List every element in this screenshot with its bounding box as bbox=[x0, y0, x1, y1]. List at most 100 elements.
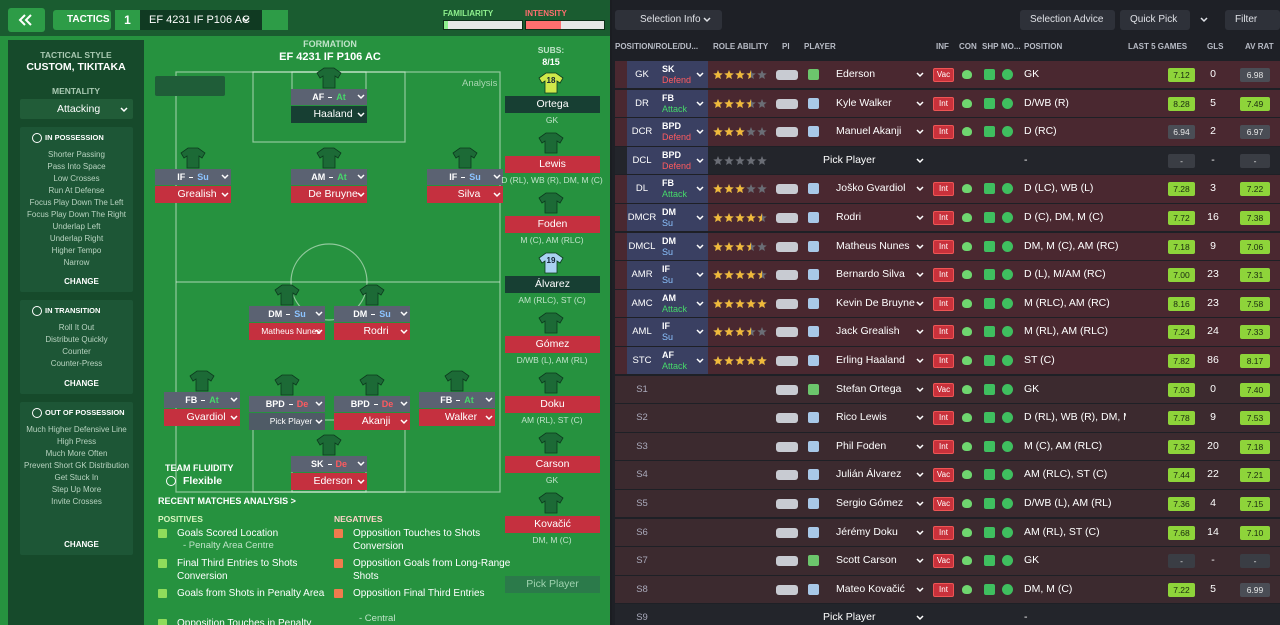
column-header[interactable]: PLAYER bbox=[804, 42, 836, 51]
player[interactable]: Bernardo Silva bbox=[836, 268, 905, 281]
inf-tag[interactable]: Vac bbox=[933, 468, 954, 483]
role[interactable]: FB bbox=[662, 178, 674, 189]
change-button[interactable]: CHANGE bbox=[64, 379, 99, 388]
role[interactable]: AM bbox=[662, 292, 676, 303]
inf-tag[interactable]: Int bbox=[933, 239, 954, 254]
player[interactable]: Stefan Ortega bbox=[836, 382, 902, 395]
sub-name[interactable]: Ortega bbox=[505, 96, 600, 113]
column-header[interactable]: INF bbox=[936, 42, 949, 51]
back-button[interactable] bbox=[8, 8, 45, 32]
column-header[interactable]: CON bbox=[959, 42, 977, 51]
sub-name[interactable]: Carson bbox=[505, 456, 600, 473]
inf-tag[interactable]: Vac bbox=[933, 382, 954, 397]
inf-tag[interactable]: Int bbox=[933, 354, 954, 368]
player-name[interactable]: Walker bbox=[419, 409, 495, 426]
player[interactable]: Erling Haaland bbox=[836, 354, 905, 366]
role[interactable]: IF bbox=[662, 321, 670, 332]
inf-tag[interactable]: Int bbox=[933, 268, 954, 283]
mo-icon bbox=[1002, 526, 1013, 538]
player[interactable]: Scott Carson bbox=[836, 554, 897, 567]
player[interactable]: Sergio Gómez bbox=[836, 497, 904, 509]
role[interactable]: FB bbox=[662, 92, 674, 103]
role[interactable]: AF bbox=[662, 350, 674, 360]
player-name[interactable]: Matheus Nunes bbox=[249, 323, 325, 340]
player-name[interactable]: Rodri bbox=[334, 323, 410, 340]
inf-tag[interactable]: Int bbox=[933, 582, 954, 597]
button[interactable]: Quick Pick bbox=[1120, 10, 1190, 30]
change-button[interactable]: CHANGE bbox=[64, 540, 99, 549]
mo-icon bbox=[1002, 469, 1013, 481]
role[interactable]: BPD bbox=[662, 149, 682, 160]
inf-tag[interactable]: Int bbox=[933, 325, 954, 340]
inf-tag[interactable]: Int bbox=[933, 411, 954, 426]
player[interactable]: Joško Gvardiol bbox=[836, 182, 906, 195]
player[interactable]: Pick Player bbox=[823, 153, 876, 166]
button[interactable]: Selection Info bbox=[615, 10, 722, 30]
sub-name[interactable]: Kovačić bbox=[505, 516, 600, 533]
player[interactable]: Mateo Kovačić bbox=[836, 582, 905, 595]
button[interactable]: Filter bbox=[1225, 10, 1280, 30]
analysis-title[interactable]: RECENT MATCHES ANALYSIS > bbox=[158, 496, 296, 506]
column-header[interactable]: POSITION bbox=[1024, 42, 1063, 51]
player[interactable]: Manuel Akanji bbox=[836, 125, 902, 138]
role[interactable]: IF bbox=[662, 264, 670, 275]
player[interactable]: Pick Player bbox=[823, 611, 876, 624]
player[interactable]: Rico Lewis bbox=[836, 411, 887, 424]
player-name[interactable]: Haaland bbox=[291, 106, 367, 123]
column-header[interactable]: LAST 5 GAMES bbox=[1128, 42, 1188, 51]
player-name[interactable]: Grealish bbox=[155, 186, 231, 203]
button[interactable]: Selection Advice bbox=[1020, 10, 1115, 30]
tactic-number[interactable]: 1 bbox=[115, 10, 140, 30]
inf-tag[interactable]: Int bbox=[933, 96, 954, 111]
player[interactable]: Rodri bbox=[836, 211, 862, 223]
con-icon bbox=[962, 527, 972, 537]
role[interactable]: SK bbox=[662, 64, 675, 74]
inf-tag[interactable]: Int bbox=[933, 296, 954, 311]
inf-tag[interactable]: Int bbox=[933, 525, 954, 540]
column-header[interactable]: SHP bbox=[982, 42, 999, 51]
player[interactable]: Ederson bbox=[836, 68, 876, 80]
player[interactable]: Matheus Nunes bbox=[836, 239, 910, 252]
player-name[interactable]: Silva bbox=[427, 186, 503, 203]
column-header[interactable]: ROLE ABILITY bbox=[713, 42, 769, 51]
column-header[interactable]: MO... bbox=[1001, 42, 1021, 51]
sub-name[interactable]: Gómez bbox=[505, 336, 600, 353]
column-header[interactable]: GLS bbox=[1207, 42, 1224, 51]
player[interactable]: Phil Foden bbox=[836, 439, 887, 452]
player[interactable]: Kevin De Bruyne bbox=[836, 296, 915, 309]
role[interactable]: DM bbox=[662, 207, 676, 217]
sub-name[interactable]: Pick Player bbox=[505, 576, 600, 593]
inf-tag[interactable]: Int bbox=[933, 439, 954, 454]
player-name[interactable]: Ederson bbox=[291, 473, 367, 490]
player-name[interactable]: De Bruyne bbox=[291, 186, 367, 203]
formation-name[interactable]: EF 4231 IF P106 AC bbox=[279, 51, 381, 63]
column-header[interactable]: POSITION/ROLE/DU... bbox=[615, 42, 699, 51]
player-name[interactable]: Akanji bbox=[334, 413, 410, 430]
player-name[interactable]: Pick Player bbox=[249, 413, 325, 430]
sub-name[interactable]: Lewis bbox=[505, 156, 600, 173]
tactic-name[interactable]: EF 4231 IF P106 AC bbox=[140, 10, 262, 30]
add-tactic[interactable] bbox=[262, 10, 288, 30]
role[interactable]: BPD bbox=[662, 121, 682, 132]
player[interactable]: Kyle Walker bbox=[836, 96, 892, 109]
sub-name[interactable]: Foden bbox=[505, 216, 600, 233]
analysis-tab[interactable]: Analysis bbox=[462, 78, 498, 89]
inf-tag[interactable]: Int bbox=[933, 125, 954, 140]
role[interactable]: DM bbox=[662, 235, 676, 246]
inf-tag[interactable]: Int bbox=[933, 182, 954, 197]
inf-tag[interactable]: Vac bbox=[933, 497, 954, 511]
player-name[interactable]: Gvardiol bbox=[164, 409, 240, 426]
mentality-select[interactable]: Attacking bbox=[20, 99, 133, 119]
slot-cell bbox=[627, 347, 708, 375]
player[interactable]: Jack Grealish bbox=[836, 325, 900, 338]
sub-name[interactable]: Álvarez bbox=[505, 276, 600, 293]
inf-tag[interactable]: Int bbox=[933, 211, 954, 225]
player[interactable]: Jérémy Doku bbox=[836, 525, 898, 538]
inf-tag[interactable]: Vac bbox=[933, 554, 954, 569]
column-header[interactable]: AV RAT bbox=[1245, 42, 1274, 51]
inf-tag[interactable]: Vac bbox=[933, 68, 954, 82]
sub-name[interactable]: Doku bbox=[505, 396, 600, 413]
column-header[interactable]: PI bbox=[782, 42, 790, 51]
player[interactable]: Julián Álvarez bbox=[836, 468, 902, 481]
change-button[interactable]: CHANGE bbox=[64, 277, 99, 286]
